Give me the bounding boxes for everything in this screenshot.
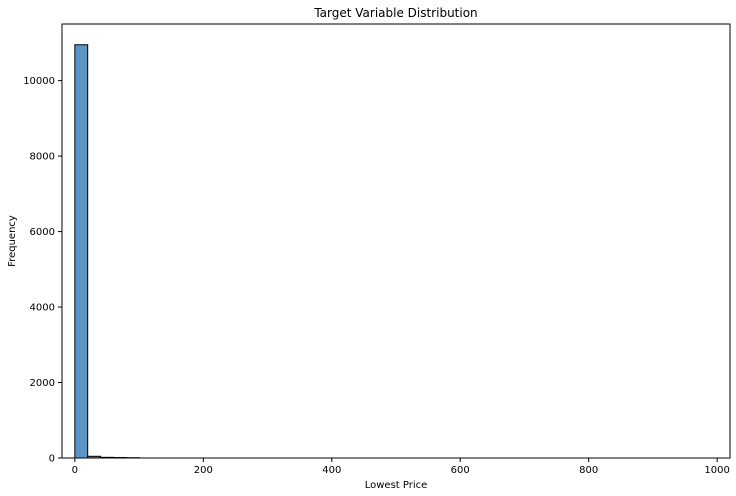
x-tick-label-3: 600 [451, 465, 470, 476]
y-tick-label-1: 2000 [30, 378, 55, 389]
y-tick-label-2: 4000 [30, 303, 55, 314]
x-tick-label-0: 0 [72, 465, 78, 476]
y-tick-label-3: 6000 [30, 227, 55, 238]
plot-frame [61, 23, 731, 459]
x-axis-ticks: 0 200 400 600 800 1000 [72, 458, 730, 476]
y-tick-label-5: 10000 [23, 76, 55, 87]
histogram-bars [74, 44, 140, 459]
histogram-bar-0 [74, 44, 89, 459]
y-tick-label-0: 0 [49, 454, 55, 465]
x-tick-label-4: 800 [579, 465, 598, 476]
y-axis-label: Frequency [7, 215, 18, 267]
chart-title: Target Variable Distribution [313, 6, 477, 20]
plot-area [61, 23, 731, 459]
x-tick-label-2: 400 [322, 465, 341, 476]
x-tick-label-5: 1000 [704, 465, 729, 476]
y-axis-ticks: 0 2000 4000 6000 8000 10000 [23, 76, 62, 465]
x-axis-label: Lowest Price [365, 480, 428, 491]
x-tick-label-1: 200 [194, 465, 213, 476]
histogram-bar-1 [87, 455, 102, 459]
y-tick-label-4: 8000 [30, 152, 55, 163]
histogram-bar-2 [100, 456, 114, 459]
